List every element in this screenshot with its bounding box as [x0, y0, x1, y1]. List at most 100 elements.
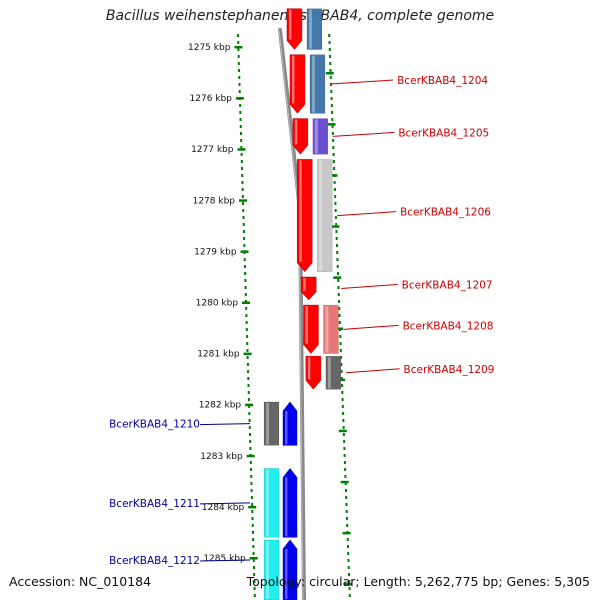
forward-gene-leader-line — [332, 131, 395, 137]
left-tick-axis-dot — [237, 55, 240, 58]
left-tick-axis-dot — [248, 426, 251, 429]
right-tick-axis-dot — [345, 503, 348, 506]
right-tick-axis-dot — [337, 286, 340, 289]
left-tick-axis-dot — [249, 447, 252, 450]
reverse-gene-cog-bar-gloss — [266, 469, 269, 537]
reverse-gene-arrow-gloss — [285, 477, 288, 537]
right-tick-axis-dot — [332, 146, 335, 149]
left-tick-axis-dot — [242, 230, 245, 233]
left-tick-axis-dot — [247, 398, 250, 401]
right-tick-axis-dot — [334, 202, 337, 205]
left-tick-axis-dot — [245, 307, 248, 310]
forward-gene-arrow-gloss — [305, 306, 308, 344]
right-tick-axis-dot — [348, 573, 351, 576]
left-tick-axis-dot — [253, 573, 256, 576]
forward-gene-cog-bar-gloss — [319, 160, 323, 271]
forward-gene-cog-bar — [317, 159, 333, 273]
tick-label: 1278 kbp — [193, 196, 236, 206]
right-tick-mark — [331, 225, 340, 228]
right-tick-axis-dot — [338, 300, 340, 303]
left-tick-axis-dot — [242, 216, 245, 219]
right-tick-axis-dot — [338, 314, 341, 317]
tick-mark — [239, 199, 248, 202]
forward-gene-arrow — [303, 304, 319, 354]
tick-label: 1284 kbp — [202, 503, 245, 513]
right-tick-mark — [327, 123, 336, 126]
right-tick-axis-dot — [343, 454, 346, 457]
right-tick-axis-dot — [344, 468, 347, 471]
left-tick-axis-dot — [250, 489, 253, 492]
right-tick-axis-dot — [329, 76, 332, 79]
right-tick-axis-dot — [337, 293, 340, 296]
left-tick-axis-dot — [248, 433, 251, 436]
right-tick-mark — [325, 72, 334, 75]
right-tick-mark — [340, 480, 349, 484]
forward-gene-arrow-gloss — [291, 55, 295, 104]
right-tick-axis-dot — [348, 587, 351, 590]
left-tick-axis-dot — [242, 202, 245, 205]
forward-gene-cog-bar — [312, 118, 329, 155]
reverse-gene-leader-line — [199, 502, 251, 505]
left-tick-axis-dot — [248, 412, 251, 415]
right-tick-axis-dot — [333, 188, 336, 191]
tick-label: 1275 kbp — [188, 43, 231, 53]
forward-gene-label: BcerKBAB4_1204 — [397, 75, 488, 87]
forward-gene-arrow — [305, 355, 322, 390]
right-tick-mark — [344, 583, 353, 586]
reverse-gene-leader-line — [199, 559, 251, 562]
right-tick-axis-dot — [339, 335, 342, 338]
right-tick-axis-dot — [342, 426, 345, 429]
left-tick-axis-dot — [243, 237, 246, 240]
left-tick-axis-dot — [250, 482, 253, 485]
right-tick-axis-dot — [331, 125, 334, 128]
right-tick-axis-dot — [334, 209, 337, 212]
right-tick-axis-dot — [330, 104, 333, 107]
forward-gene-arrow-gloss — [307, 357, 311, 380]
right-tick-axis-dot — [344, 489, 347, 492]
left-tick-axis-dot — [243, 258, 246, 261]
right-tick-axis-dot — [347, 552, 350, 555]
tick-mark — [240, 250, 249, 253]
right-tick-axis-dot — [328, 34, 331, 37]
right-tick-mark — [329, 174, 338, 177]
forward-gene-arrow — [289, 54, 306, 114]
left-tick-axis-dot — [240, 139, 243, 142]
right-tick-axis-dot — [332, 160, 335, 163]
right-tick-axis-dot — [338, 307, 341, 310]
left-tick-axis-dot — [246, 363, 249, 366]
left-tick-axis-dot — [245, 314, 248, 317]
reverse-gene-arrow — [282, 539, 298, 600]
left-tick-axis-dot — [251, 503, 254, 506]
right-tick-mark — [335, 327, 344, 330]
forward-gene-cog-bar — [325, 355, 342, 390]
right-tick-axis-dot — [347, 566, 350, 569]
reverse-gene-cog-bar — [263, 468, 280, 538]
tick-mark — [246, 454, 255, 458]
right-tick-axis-dot — [344, 475, 347, 478]
forward-gene-leader-line — [329, 79, 394, 85]
left-tick-axis-dot — [239, 104, 242, 107]
left-tick-axis-dot — [239, 132, 242, 135]
left-tick-axis-dot — [242, 209, 245, 212]
accession-label: Accession: NC_010184 — [9, 574, 152, 589]
left-tick-axis-dot — [252, 538, 255, 541]
forward-gene-arrow-gloss — [299, 160, 302, 262]
tick-label: 1279 kbp — [194, 247, 237, 257]
reverse-gene-arrow — [282, 468, 298, 538]
left-tick-axis-dot — [238, 90, 241, 93]
right-tick-axis-dot — [347, 559, 350, 562]
forward-gene-leader-line — [341, 283, 398, 289]
left-tick-axis-dot — [252, 559, 255, 562]
forward-gene-arrow — [286, 8, 303, 50]
right-tick-axis-dot — [335, 237, 338, 240]
tick-label: 1280 kbp — [196, 299, 239, 309]
forward-gene-leader-line — [345, 368, 400, 374]
right-tick-axis-dot — [336, 258, 339, 261]
left-tick-axis-dot — [246, 335, 249, 338]
right-tick-axis-dot — [342, 433, 345, 436]
left-tick-axis-dot — [241, 188, 244, 191]
tick-label: 1283 kbp — [200, 452, 243, 462]
tick-label: 1282 kbp — [199, 401, 242, 411]
left-tick-axis-dot — [242, 223, 245, 226]
reverse-gene-label: BcerKBAB4_1210 — [109, 419, 200, 431]
